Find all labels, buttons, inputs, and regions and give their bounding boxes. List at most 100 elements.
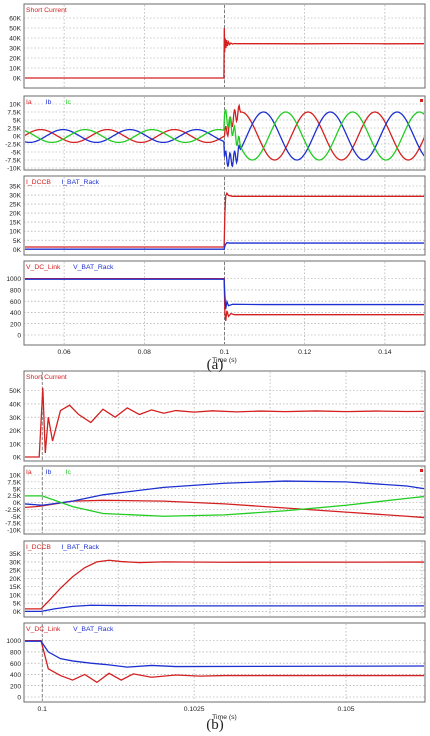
- y-tick-label: 40K: [9, 402, 21, 409]
- series-line: [25, 191, 424, 248]
- x-tick-label: 0.1025: [184, 706, 205, 713]
- y-tick-label: 35K: [9, 551, 21, 558]
- series-line: [25, 109, 424, 161]
- series-line: [25, 103, 424, 161]
- series-line: [25, 499, 424, 519]
- y-tick-label: 5K: [13, 118, 22, 125]
- y-tick-label: 7.5K: [7, 110, 21, 117]
- y-tick-label: 10K: [9, 102, 21, 109]
- y-tick-label: 200: [10, 321, 21, 328]
- y-tick-label: -5K: [11, 150, 22, 157]
- legend-entry: V_DC_Link: [26, 626, 61, 633]
- legend-entry: Short Current: [26, 7, 67, 14]
- series-line: [25, 241, 424, 250]
- legend-entry: I_DCCB: [26, 544, 51, 551]
- chart-panel: 0K 10K 20K 30K 40K 50K Short Current: [9, 370, 426, 462]
- x-tick-label: 0.1: [38, 706, 48, 713]
- y-tick-label: 0K: [13, 609, 22, 616]
- legend-entry: Ic: [66, 99, 72, 106]
- y-tick-label: 0K: [13, 76, 22, 83]
- y-tick-label: 600: [10, 661, 21, 668]
- y-tick-label: 20K: [9, 428, 21, 435]
- y-tick-label: 10K: [9, 66, 21, 73]
- y-tick-label: 10K: [9, 592, 21, 599]
- legend-entry: I_BAT_Rack: [61, 544, 99, 551]
- y-tick-label: -7.5K: [5, 158, 21, 165]
- y-tick-label: 30K: [9, 559, 21, 566]
- panel-frame: [23, 465, 426, 535]
- x-axis-label: Time (s): [212, 714, 237, 721]
- y-tick-label: -10K: [7, 166, 22, 173]
- y-tick-label: 400: [10, 672, 21, 679]
- y-tick-label: 0K: [13, 247, 22, 254]
- y-tick-label: -5K: [11, 514, 22, 521]
- series-line: [25, 640, 424, 668]
- x-tick-label: 0.08: [138, 349, 151, 356]
- y-tick-label: 30K: [9, 193, 21, 200]
- y-tick-label: 7.5K: [7, 479, 21, 486]
- y-tick-label: 2.5K: [7, 493, 21, 500]
- y-tick-label: 400: [10, 310, 21, 317]
- y-tick-label: 1000: [6, 638, 21, 645]
- y-tick-label: 15K: [9, 584, 21, 591]
- y-tick-label: 40K: [9, 36, 21, 43]
- y-tick-label: 15K: [9, 220, 21, 227]
- series-line: [25, 27, 424, 79]
- series-line: [25, 559, 424, 610]
- y-tick-label: 10K: [9, 229, 21, 236]
- panel-frame: [23, 622, 426, 703]
- legend-entry: Ib: [46, 99, 52, 106]
- y-tick-label: 60K: [9, 16, 21, 23]
- series-line: [25, 604, 424, 612]
- legend-entry: Ia: [26, 99, 32, 106]
- legend-entry: V_BAT_Rack: [73, 264, 114, 271]
- chart-panel: 0 200 400 600 800 1000 0.1 0.1025 0.105 Time (s) V…: [6, 622, 426, 721]
- y-tick-label: 25K: [9, 202, 21, 209]
- series-line: [25, 111, 424, 168]
- caption-b: (b): [206, 717, 224, 733]
- series-line: [25, 495, 424, 517]
- y-tick-label: 0K: [13, 455, 22, 462]
- y-tick-label: 5K: [13, 601, 22, 608]
- y-tick-label: -10K: [7, 528, 22, 535]
- y-tick-label: 2.5K: [7, 126, 21, 133]
- y-tick-label: 10K: [9, 441, 21, 448]
- y-tick-label: 35K: [9, 184, 21, 191]
- legend-entry: I_BAT_Rack: [61, 179, 99, 186]
- chart-panel: 0K 5K 10K 15K 20K 25K 30K 35K I_DCCB I_BAT_Rack: [9, 175, 426, 256]
- y-tick-label: 600: [10, 299, 21, 306]
- legend-entry: Ic: [66, 469, 72, 476]
- legend-marker: [420, 469, 423, 472]
- legend-entry: V_DC_Link: [26, 264, 61, 271]
- y-tick-label: 5K: [13, 238, 22, 245]
- series-line: [25, 480, 424, 506]
- y-tick-label: 0: [17, 333, 21, 340]
- caption-a: (a): [206, 357, 224, 373]
- y-tick-label: -2.5K: [5, 507, 21, 514]
- panel-frame: [23, 370, 426, 462]
- legend-entry: Ib: [46, 469, 52, 476]
- y-tick-label: -2.5K: [5, 142, 21, 149]
- y-tick-label: 20K: [9, 576, 21, 583]
- y-tick-label: 50K: [9, 26, 21, 33]
- series-line: [25, 278, 424, 310]
- y-tick-label: 20K: [9, 211, 21, 218]
- chart-panel: 0K 10K 20K 30K 40K 50K 60K Short Current: [9, 3, 426, 89]
- y-tick-label: 200: [10, 683, 21, 690]
- x-axis-label: Time (s): [212, 357, 237, 364]
- legend-entry: I_DCCB: [26, 179, 51, 186]
- y-tick-label: 800: [10, 650, 21, 657]
- y-tick-label: 10K: [9, 473, 21, 480]
- y-tick-label: 50K: [9, 388, 21, 395]
- y-tick-label: 1000: [6, 276, 21, 283]
- y-tick-label: 0K: [13, 134, 22, 141]
- x-tick-label: 0.105: [338, 706, 355, 713]
- y-tick-label: 800: [10, 288, 21, 295]
- y-tick-label: 0: [17, 695, 21, 702]
- y-tick-label: 25K: [9, 568, 21, 575]
- y-tick-label: 0K: [13, 500, 22, 507]
- series-line: [25, 639, 424, 684]
